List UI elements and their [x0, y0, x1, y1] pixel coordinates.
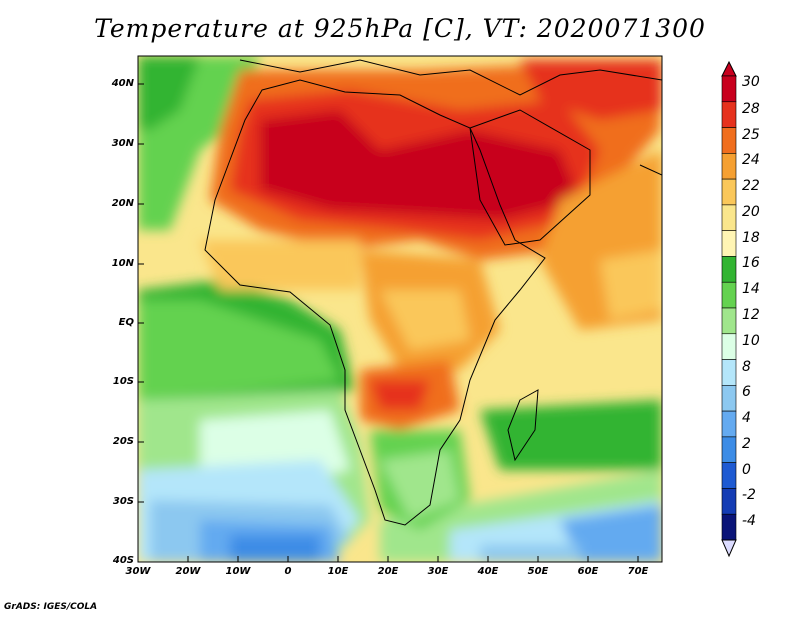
india-coastline [639, 164, 662, 176]
colorbar-label: -2 [742, 487, 756, 504]
colorbar-swatch [721, 307, 737, 335]
colorbar-swatch [721, 230, 737, 257]
lon-label: 20E [377, 566, 399, 577]
lon-label: 60E [577, 566, 599, 577]
colorbar-swatch [721, 256, 737, 283]
colorbar-label: 16 [742, 255, 760, 272]
colorbar-swatch [721, 75, 737, 103]
colorbar-label: 20 [742, 203, 760, 220]
colorbar-label: 10 [742, 332, 760, 349]
colorbar-label: 12 [742, 307, 760, 323]
lon-label: 10E [327, 566, 349, 577]
colorbar-label: 24 [742, 152, 760, 169]
colorbar-swatch [721, 101, 737, 128]
lat-label: 40S [112, 555, 134, 566]
colorbar-swatch [721, 436, 737, 463]
colorbar-label: 28 [742, 100, 760, 117]
lat-label: 30N [111, 138, 134, 149]
map-frame [137, 55, 663, 563]
lat-label: 20N [111, 198, 134, 209]
colorbar-swatch [721, 488, 737, 515]
lat-label: EQ [118, 317, 134, 328]
colorbar-swatch [721, 462, 737, 489]
credit-text: GrADS: IGES/COLA [4, 602, 98, 612]
colorbar-swatch [721, 281, 737, 309]
colorbar-label: 6 [742, 384, 751, 401]
axis-ticks [138, 83, 639, 562]
colorbar-label: 25 [742, 126, 760, 143]
colorbar-label: 30 [742, 74, 760, 90]
colorbar-max-arrow [721, 60, 737, 77]
lat-label: 40N [111, 78, 134, 89]
lon-label: 30E [427, 566, 449, 577]
colorbar-label: 18 [742, 229, 760, 246]
map-title: Temperature at 925hPa [C], VT: 202007130… [94, 14, 706, 43]
lon-label: 40E [477, 566, 499, 577]
arabia-coastline [469, 109, 591, 246]
africa-coastline [204, 79, 546, 526]
lon-label: 30W [125, 566, 151, 577]
lon-label: 50E [527, 566, 549, 577]
colorbar-label: 0 [742, 461, 751, 478]
colorbar-swatch [721, 178, 737, 206]
colorbar-swatch [721, 385, 737, 412]
colorbar-swatch [721, 127, 737, 154]
colorbar-swatch [721, 204, 737, 231]
lon-label: 20W [175, 566, 201, 577]
temperature-field [138, 56, 662, 562]
colorbar-swatch [721, 410, 737, 438]
lat-label: 10S [112, 376, 134, 387]
colorbar-label: 4 [742, 410, 751, 427]
colorbar-swatch [721, 359, 737, 386]
colorbar-label: 2 [742, 435, 751, 452]
lon-label: 10W [225, 566, 251, 577]
lon-label: 70E [627, 566, 649, 577]
colorbar-label: 14 [742, 281, 760, 298]
madagascar-coastline [507, 389, 539, 462]
colorbar-label: -4 [742, 513, 756, 530]
lon-label: 0 [284, 566, 292, 577]
colorbar-label: 8 [742, 358, 751, 375]
lat-label: 10N [111, 258, 134, 269]
colorbar [721, 60, 737, 558]
europe-coastline [239, 59, 662, 96]
colorbar-label: 22 [742, 178, 760, 195]
colorbar-swatch [721, 513, 737, 541]
colorbar-min-arrow [721, 539, 737, 558]
coastlines [204, 59, 662, 526]
lat-label: 30S [112, 496, 134, 507]
colorbar-swatch [721, 333, 737, 360]
lat-label: 20S [112, 436, 134, 447]
colorbar-swatch [721, 153, 737, 180]
